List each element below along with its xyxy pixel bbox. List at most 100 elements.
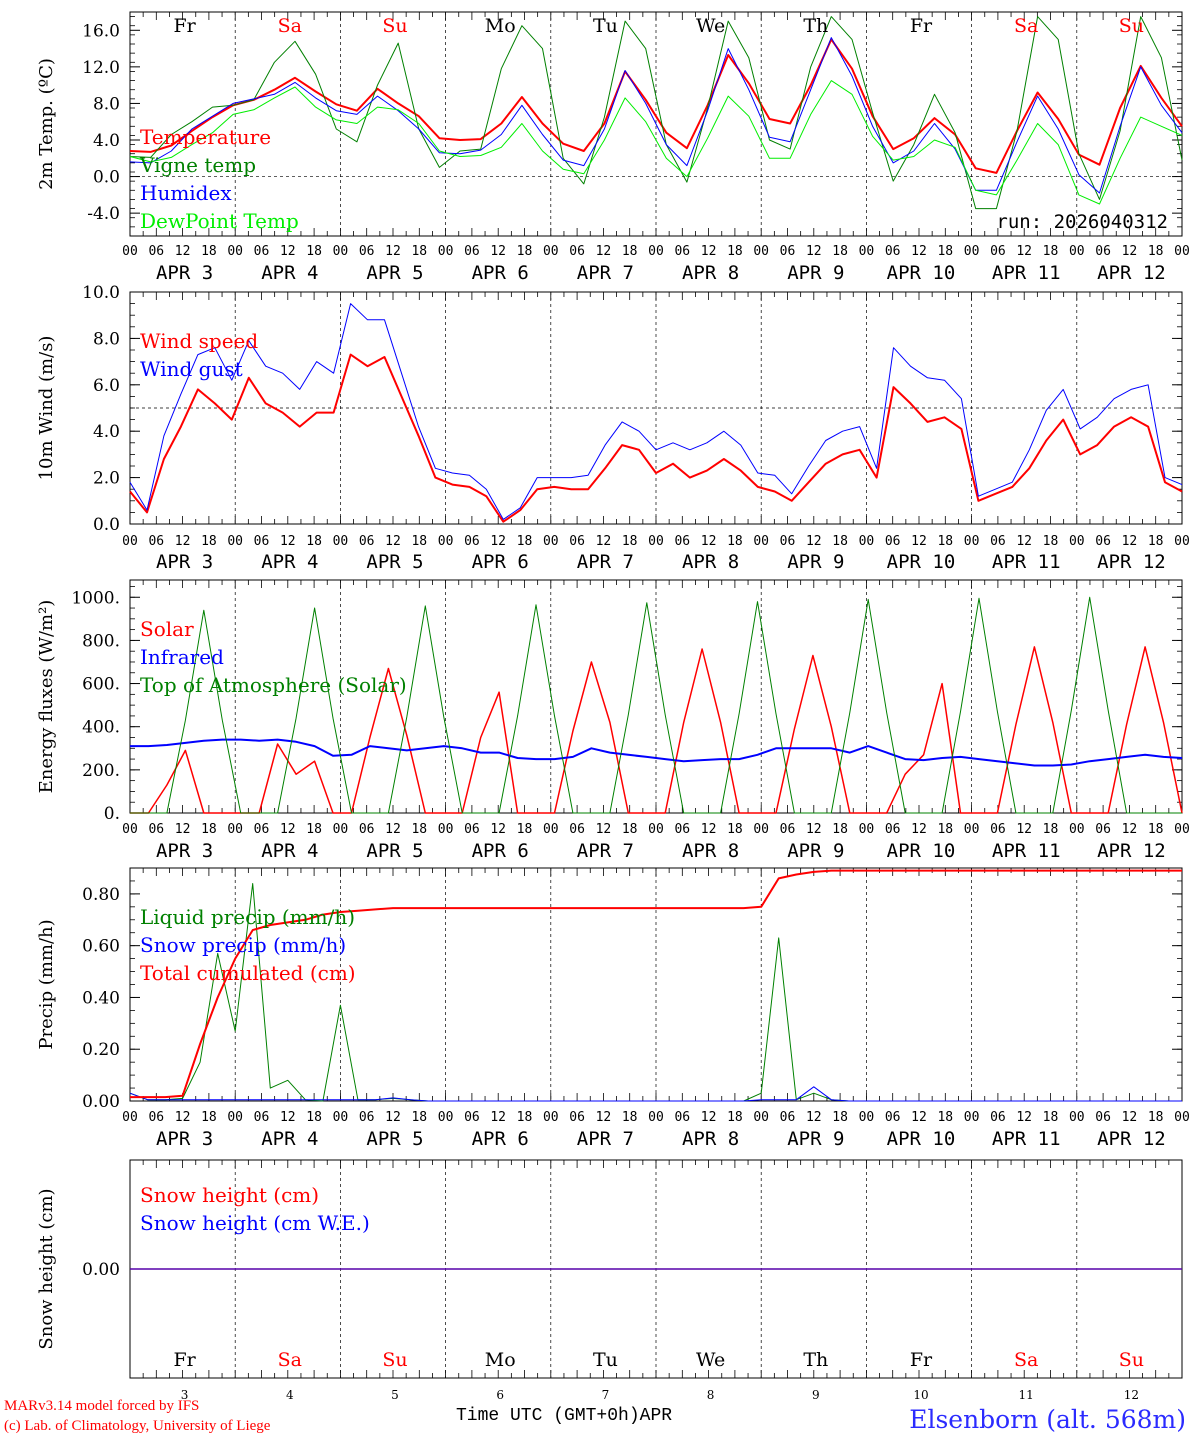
date-number-label: 5	[391, 1388, 399, 1402]
wind-hour-label: 06	[1095, 534, 1111, 549]
energy-hour-label: 00	[438, 822, 454, 837]
temperature-date-label: APR 9	[787, 262, 844, 284]
temperature-series-humidex	[129, 37, 1183, 194]
weekday-label-top: Sa	[278, 15, 302, 37]
wind-hour-label: 18	[201, 534, 217, 549]
energy-hour-label: 18	[622, 822, 638, 837]
precip-hour-label: 00	[543, 1110, 559, 1125]
credit-model: MARv3.14 model forced by IFS	[4, 1398, 200, 1414]
temperature-hour-label: 06	[464, 244, 480, 259]
wind-hour-label: 00	[543, 534, 559, 549]
wind-hour-label: 06	[464, 534, 480, 549]
weekday-label-top: Th	[803, 15, 828, 37]
temperature-hour-label: 06	[780, 244, 796, 259]
energy-hour-label: 00	[859, 822, 875, 837]
date-number-label: 7	[602, 1388, 610, 1402]
energy-date-label: APR 8	[682, 840, 739, 862]
precip-series-total-cumulated	[130, 869, 1182, 1099]
wind-hour-label: 00	[964, 534, 980, 549]
wind-hour-label: 12	[385, 534, 401, 549]
wind-hour-label: 06	[569, 534, 585, 549]
energy-y-tick-label: 1000.	[71, 588, 120, 608]
date-number-label: 6	[496, 1388, 504, 1402]
temperature-hour-label: 12	[175, 244, 191, 259]
temperature-hour-label: 00	[333, 244, 349, 259]
temperature-hour-label: 00	[964, 244, 980, 259]
date-number-label: 10	[913, 1388, 928, 1402]
temperature-date-label: APR 11	[992, 262, 1061, 284]
wind-y-tick-label: 0.0	[93, 515, 120, 535]
wind-hour-label: 06	[780, 534, 796, 549]
precip-date-label: APR 10	[887, 1128, 956, 1150]
wind-hour-label: 18	[832, 534, 848, 549]
energy-hour-label: 18	[1148, 822, 1164, 837]
energy-y-tick-label: 400.	[82, 718, 120, 738]
precip-y-tick-label: 0.80	[82, 885, 120, 905]
precip-hour-label: 18	[727, 1110, 743, 1125]
precip-hour-label: 18	[517, 1110, 533, 1125]
energy-hour-label: 12	[385, 822, 401, 837]
run-label: run: 2026040312	[996, 211, 1168, 233]
wind-hour-label: 12	[280, 534, 296, 549]
precip-hour-label: 12	[175, 1110, 191, 1125]
temperature-hour-label: 18	[517, 244, 533, 259]
precip-hour-label: 12	[596, 1110, 612, 1125]
wind-hour-label: 12	[175, 534, 191, 549]
wind-hour-label: 06	[359, 534, 375, 549]
precip-hour-label: 00	[648, 1110, 664, 1125]
precip-hour-label: 00	[964, 1110, 980, 1125]
energy-y-tick-label: 0.	[104, 804, 120, 824]
precip-hour-label: 12	[806, 1110, 822, 1125]
precip-legend-label: Total cumulated (cm)	[140, 961, 356, 985]
wind-hour-label: 00	[333, 534, 349, 549]
date-number-label: 3	[181, 1388, 189, 1402]
temperature-hour-label: 12	[911, 244, 927, 259]
temperature-date-label: APR 10	[887, 262, 956, 284]
energy-hour-label: 06	[780, 822, 796, 837]
energy-hour-label: 00	[122, 822, 138, 837]
energy-hour-label: 06	[885, 822, 901, 837]
date-number-label: 11	[1019, 1388, 1034, 1402]
wind-hour-label: 00	[753, 534, 769, 549]
wind-hour-label: 00	[1069, 534, 1085, 549]
energy-y-tick-label: 800.	[82, 631, 120, 651]
precip-y-tick-label: 0.60	[82, 937, 120, 957]
energy-date-label: APR 10	[887, 840, 956, 862]
wind-hour-label: 00	[227, 534, 243, 549]
temperature-hour-label: 06	[674, 244, 690, 259]
weekday-label-bottom: Sa	[1014, 1349, 1038, 1371]
energy-hour-label: 06	[254, 822, 270, 837]
temperature-legend-label: Humidex	[140, 181, 232, 205]
precip-hour-label: 00	[122, 1110, 138, 1125]
energy-hour-label: 12	[701, 822, 717, 837]
wind-hour-label: 12	[490, 534, 506, 549]
temperature-hour-label: 06	[254, 244, 270, 259]
precip-date-label: APR 5	[366, 1128, 423, 1150]
date-number-label: 12	[1124, 1388, 1139, 1402]
temperature-hour-label: 12	[280, 244, 296, 259]
energy-date-label: APR 5	[366, 840, 423, 862]
energy-hour-label: 12	[490, 822, 506, 837]
energy-hour-label: 00	[964, 822, 980, 837]
energy-hour-label: 00	[1174, 822, 1190, 837]
energy-legend-label: Infrared	[140, 645, 224, 669]
precip-date-label: APR 6	[472, 1128, 529, 1150]
precip-hour-label: 12	[1016, 1110, 1032, 1125]
wind-hour-label: 18	[937, 534, 953, 549]
wind-hour-label: 18	[727, 534, 743, 549]
energy-hour-label: 00	[1069, 822, 1085, 837]
weekday-label-top: Sa	[1014, 15, 1038, 37]
energy-hour-label: 18	[832, 822, 848, 837]
energy-hour-label: 18	[727, 822, 743, 837]
precip-hour-label: 12	[490, 1110, 506, 1125]
wind-hour-label: 06	[148, 534, 164, 549]
energy-hour-label: 00	[543, 822, 559, 837]
energy-hour-label: 12	[175, 822, 191, 837]
temperature-hour-label: 12	[806, 244, 822, 259]
precip-hour-label: 18	[622, 1110, 638, 1125]
temperature-legend-label: Temperature	[140, 125, 271, 149]
energy-y-tick-label: 600.	[82, 675, 120, 695]
wind-date-label: APR 10	[887, 551, 956, 573]
temperature-hour-label: 00	[1069, 244, 1085, 259]
energy-hour-label: 12	[1016, 822, 1032, 837]
